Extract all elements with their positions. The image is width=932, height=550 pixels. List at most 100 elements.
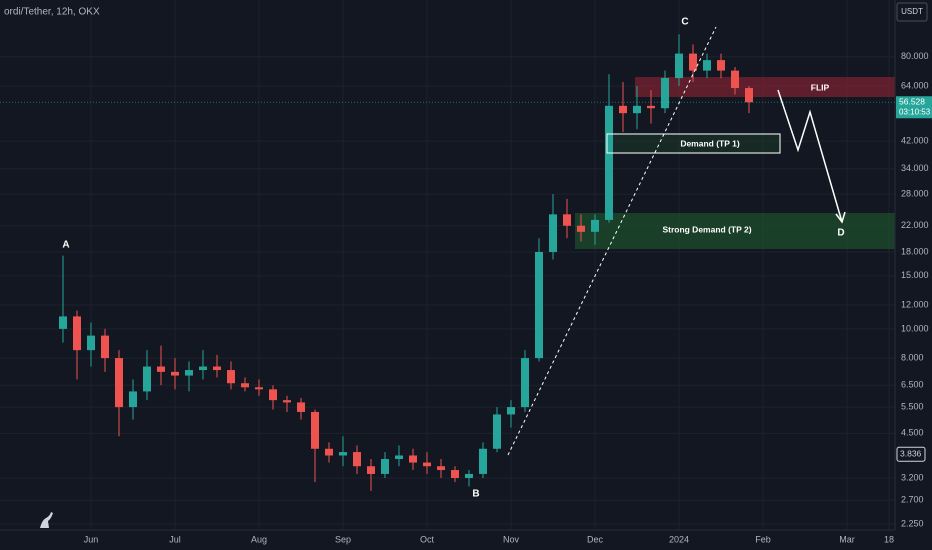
logo [40,512,53,528]
candle-body [409,455,417,463]
candles [59,34,753,491]
projection-arrow [835,211,846,224]
candle-body [269,389,277,401]
candle-body [73,316,81,351]
candle-body [661,78,669,109]
x-tick-label: Jul [169,534,181,544]
candle-body [563,214,571,226]
candle-body [605,105,613,220]
y-tick-label: 5.500 [901,401,924,411]
candle-body [213,366,221,371]
candle-body [297,402,305,412]
y-tick-label: 6.500 [901,380,924,390]
x-tick-label: Dec [587,534,604,544]
last-price: 56.528 [899,97,925,107]
candle-body [199,366,207,371]
candle-body [717,60,725,71]
y-tick-label: 4.500 [901,428,924,438]
candle-body [367,466,375,474]
x-tick-label: Sep [335,534,351,544]
candle-body [731,70,739,89]
candle-body [549,214,557,252]
currency-box [896,2,928,22]
label-c: C [681,17,688,28]
candle-body [395,455,403,459]
candle-body [633,105,641,114]
candle-body [591,219,599,232]
price-marker: 3.836 [900,448,922,458]
last-price-tag [896,96,932,119]
x-tick-label: Nov [503,534,520,544]
axis-labels: 2.250 2.700 3.200 4.500 5.500 6.500 8.000 10.00… [84,51,929,544]
trend-line [507,26,717,456]
candle-body [675,53,683,79]
countdown: 03:10:53 [899,107,931,116]
y-tick-label: 34.000 [901,163,929,173]
strong-demand-label: Strong Demand (TP 2) [662,224,751,234]
candle-body [451,470,459,478]
y-tick-label: 12.000 [901,299,929,309]
y-tick-label: 28.000 [901,189,929,199]
candle-body [535,251,543,359]
y-tick-label: 8.000 [901,352,924,362]
candle-body [745,88,753,103]
candle-body [479,448,487,474]
price-marker-box [896,446,926,462]
x-tick-label: Feb [755,534,771,544]
candle-body [241,383,249,388]
candle-body [437,466,445,471]
grid [0,0,895,530]
candle-body [423,462,431,467]
candle-body [311,411,319,449]
candle-body [325,448,333,456]
y-tick-label: 22.000 [901,220,929,230]
candle-body [339,452,347,456]
x-tick-label: 2024 [669,534,689,544]
x-tick-label: Aug [251,534,267,544]
candle-body [185,370,193,376]
x-tick-label: 18 [884,534,894,544]
flip-label: FLIP [811,82,830,92]
candle-body [647,105,655,109]
candle-body [619,105,627,114]
candle-body [87,335,95,351]
demand-zone-fill [605,133,781,154]
candle-body [703,60,711,71]
x-tick-label: Mar [839,534,855,544]
demand-zone [606,133,781,154]
candle-body [59,316,67,329]
candle-body [577,225,585,232]
y-tick-label: 3.200 [901,472,924,482]
candle-body [689,53,697,71]
candle-body [101,335,109,359]
y-tick-label: 2.700 [901,495,924,505]
y-tick-label: 2.250 [901,518,924,528]
candle-body [493,414,501,449]
candle-body [157,366,165,372]
candle-body [353,452,361,467]
label-b: B [472,489,479,500]
chart-title: ordi/Tether, 12h, OKX [4,7,100,18]
candle-body [465,473,473,478]
currency: USDT [901,7,923,16]
candle-body [381,458,389,474]
candle-body [115,358,123,408]
x-tick-label: Oct [420,534,435,544]
candle-body [507,407,515,415]
y-tick-label: 64.000 [901,80,929,90]
label-a: A [62,240,69,251]
candle-body [143,366,151,392]
flip-zone [635,77,895,97]
x-tick-label: Jun [84,534,99,544]
y-tick-label: 80.000 [901,51,929,61]
candle-body [171,371,179,376]
y-tick-label: 10.000 [901,323,929,333]
y-tick-label: 15.000 [901,270,929,280]
candle-body [255,387,263,390]
label-d: D [837,228,844,239]
candle-body [227,370,235,384]
candle-body [521,358,529,408]
y-tick-label: 42.000 [901,135,929,145]
projection-path [777,89,843,223]
